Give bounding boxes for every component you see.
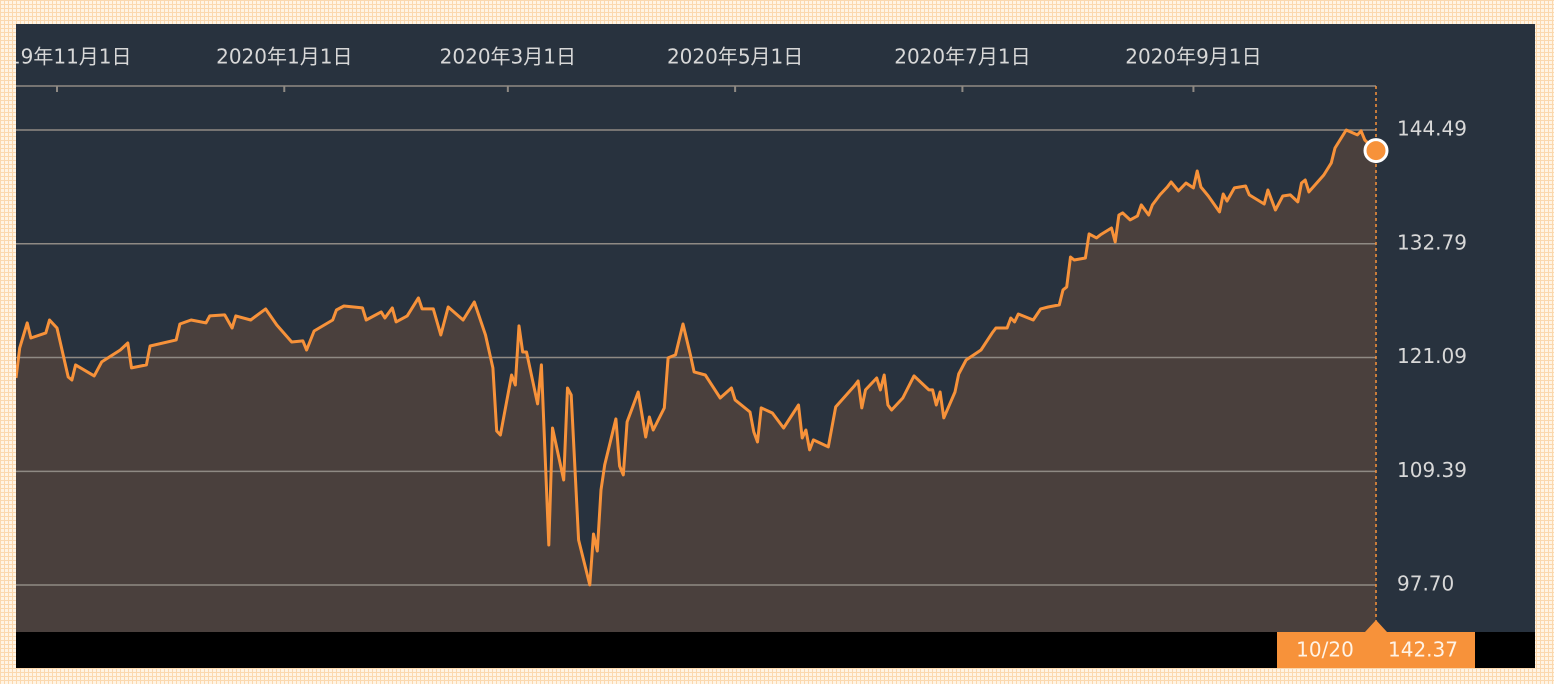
badge-pointer bbox=[1365, 620, 1387, 632]
last-point bbox=[1363, 138, 1389, 164]
y-tick-label: 132.79 bbox=[1397, 230, 1467, 254]
x-tick-label: 2020年7月1日 bbox=[894, 45, 1030, 69]
price-line bbox=[16, 128, 1378, 587]
y-tick-label: 97.70 bbox=[1397, 572, 1454, 596]
x-tick-label: 2020年5月1日 bbox=[667, 45, 803, 69]
badge bbox=[1277, 632, 1475, 668]
x-tick-label: 2020年9月1日 bbox=[1125, 45, 1261, 69]
y-tick-label: 121.09 bbox=[1397, 344, 1467, 368]
x-tick-label: 2020年3月1日 bbox=[440, 45, 576, 69]
x-tick-label: 2019年11月1日 bbox=[0, 45, 132, 69]
x-tick-label: 2020年1月1日 bbox=[216, 45, 352, 69]
last-date-label: 10/20 bbox=[1296, 638, 1354, 662]
area bbox=[16, 130, 1376, 632]
last-value-label: 142.37 bbox=[1388, 638, 1458, 662]
y-tick-label: 109.39 bbox=[1397, 458, 1467, 482]
y-tick-label: 144.49 bbox=[1397, 116, 1467, 140]
